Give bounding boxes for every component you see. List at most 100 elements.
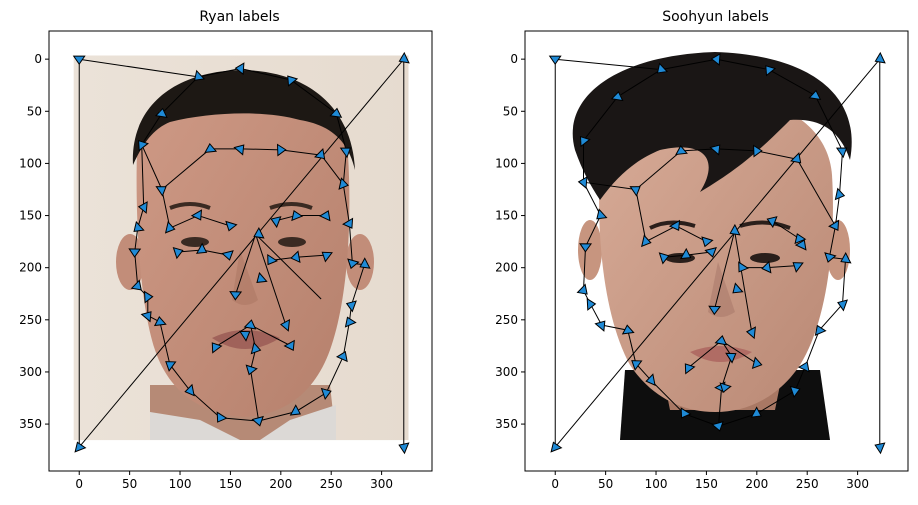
arrow-head [256, 271, 268, 283]
arrow-head [342, 217, 354, 229]
arrow-head [794, 239, 807, 251]
arrow-head [345, 300, 357, 313]
connector-line [240, 148, 281, 151]
arrow-head [719, 382, 732, 394]
arrow-head [837, 299, 848, 312]
arrow-head [250, 341, 262, 355]
connector-line [734, 231, 753, 333]
connector-line [645, 225, 677, 243]
arrow-head [204, 142, 218, 153]
arrow-head [834, 187, 846, 201]
subplot-ryan: Ryan labels 0 50 100 150 2 [19, 9, 433, 491]
arrow-head [824, 252, 837, 263]
arrow-head [586, 297, 597, 311]
arrow-head [631, 360, 643, 371]
arrow-head [291, 210, 304, 222]
connector-line [234, 234, 257, 295]
arrow-head [225, 220, 238, 232]
connector-line [756, 150, 798, 160]
tick-labels: 0 50 100 150 200 250 300 0 50 100 150 200 250 300 350 [19, 52, 393, 491]
y-tick-label: 200 [495, 261, 518, 275]
x-tick-label: 0 [551, 477, 559, 491]
y-tick-label: 250 [495, 313, 518, 327]
arrow-head [596, 208, 608, 220]
x-tick-label: 200 [745, 477, 768, 491]
arrow-head [750, 406, 762, 418]
arrow-head [329, 107, 343, 118]
arrow-head [732, 282, 744, 294]
arrow-head [745, 326, 756, 340]
arrow-head [550, 441, 563, 453]
arrow-head [243, 319, 257, 330]
x-tick-label: 300 [846, 477, 869, 491]
arrow-head [143, 290, 154, 304]
x-tick-label: 200 [269, 477, 292, 491]
arrow-head [267, 253, 279, 266]
x-tick-label: 50 [122, 477, 137, 491]
connector-line [583, 181, 636, 190]
arrow-head [133, 220, 145, 232]
connector-line [78, 58, 405, 448]
y-tick-label: 50 [503, 104, 518, 118]
y-tick-label: 300 [19, 365, 42, 379]
arrow-head [708, 305, 722, 316]
arrow-head [335, 350, 348, 363]
y-tick-label: 350 [495, 417, 518, 431]
arrow-head [138, 139, 149, 152]
arrow-head [320, 387, 332, 401]
connector-line [280, 149, 322, 156]
tick-marks [521, 58, 859, 475]
connector-line [635, 150, 682, 190]
arrow-head [579, 135, 591, 148]
y-tick-label: 0 [34, 52, 42, 66]
axes-frame [524, 30, 909, 472]
arrow-head [725, 352, 737, 364]
x-tick-label: 250 [796, 477, 819, 491]
arrow-head [344, 316, 357, 328]
arrow-head [794, 233, 807, 245]
arrow-head [221, 250, 234, 261]
arrow-head [233, 144, 245, 156]
y-tick-label: 0 [510, 52, 518, 66]
arrow-head [714, 335, 728, 346]
arrow-head [840, 251, 852, 264]
arrow-head [154, 107, 168, 118]
axes-frame [48, 30, 433, 472]
arrow-head [290, 250, 301, 264]
arrow-head [828, 219, 840, 231]
arrow-head [710, 53, 721, 66]
connector-line [721, 356, 733, 388]
arrow-head [276, 143, 287, 157]
arrow-head [280, 318, 291, 332]
arrow-head [577, 176, 588, 189]
x-tick-label: 150 [219, 477, 242, 491]
connector-line [255, 234, 287, 326]
y-tick-label: 100 [19, 156, 42, 170]
x-tick-label: 100 [645, 477, 668, 491]
arrow-head [701, 236, 714, 248]
connector-line [716, 148, 757, 152]
arrow-head [656, 62, 669, 74]
connector-line [161, 189, 171, 229]
arrow-head [680, 247, 692, 260]
arrow-head [792, 262, 804, 273]
arrow-head [753, 144, 763, 158]
x-tick-label: 250 [320, 477, 343, 491]
y-tick-label: 350 [19, 417, 42, 431]
connector-line [169, 215, 199, 229]
arrow-head [164, 221, 176, 234]
arrow-head [711, 421, 724, 432]
arrow-head [548, 55, 562, 65]
arrow-head [398, 51, 410, 64]
x-tick-label: 100 [169, 477, 192, 491]
arrow-head [738, 261, 750, 273]
connector-line [141, 144, 163, 190]
y-tick-label: 50 [27, 104, 42, 118]
arrow-head [283, 339, 295, 351]
arrow-head [211, 342, 223, 354]
tick-marks [45, 58, 383, 475]
y-tick-label: 150 [495, 209, 518, 223]
arrow-head [594, 320, 606, 332]
arrow-head [229, 291, 243, 301]
tick-labels: 0 50 100 150 200 250 300 0 50 100 150 200 250 300 350 [495, 52, 869, 491]
